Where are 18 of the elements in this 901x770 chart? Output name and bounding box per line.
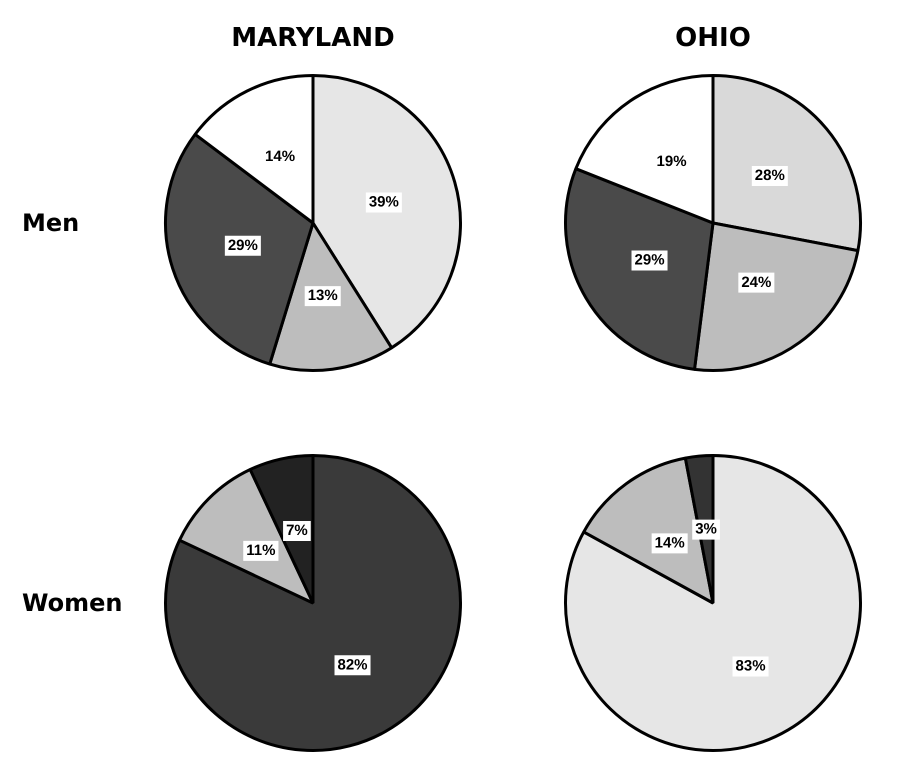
text: Men	[22, 209, 80, 237]
data-label: 28%	[754, 167, 785, 184]
data-label: 29%	[634, 252, 665, 269]
data-label: 29%	[228, 236, 258, 254]
data-label: 11%	[246, 542, 276, 559]
data-label: 39%	[368, 194, 399, 211]
data-label: 13%	[308, 287, 338, 304]
data-label: 14%	[654, 534, 685, 552]
text: Women	[22, 589, 122, 617]
data-label: 83%	[736, 658, 766, 675]
chart-title: OHIO	[675, 23, 751, 53]
data-label: 7%	[286, 522, 308, 540]
data-label: 19%	[656, 153, 687, 170]
data-label: 24%	[741, 274, 772, 291]
data-label: 82%	[338, 656, 368, 674]
data-label: 14%	[265, 148, 296, 166]
data-label: 3%	[695, 520, 717, 538]
chart-title: MARYLAND	[231, 23, 395, 53]
